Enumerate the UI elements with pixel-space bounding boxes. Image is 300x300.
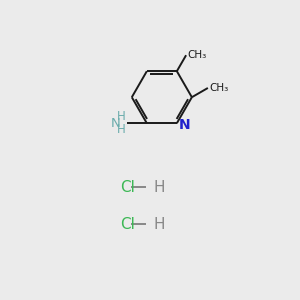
Text: Cl: Cl xyxy=(120,180,135,195)
Text: H: H xyxy=(154,217,165,232)
Text: H: H xyxy=(117,123,125,136)
Text: Cl: Cl xyxy=(120,217,135,232)
Text: CH₃: CH₃ xyxy=(187,50,206,60)
Text: H: H xyxy=(117,110,125,123)
Text: N: N xyxy=(111,117,121,130)
Text: N: N xyxy=(178,118,190,132)
Text: H: H xyxy=(154,180,165,195)
Text: CH₃: CH₃ xyxy=(209,83,228,93)
